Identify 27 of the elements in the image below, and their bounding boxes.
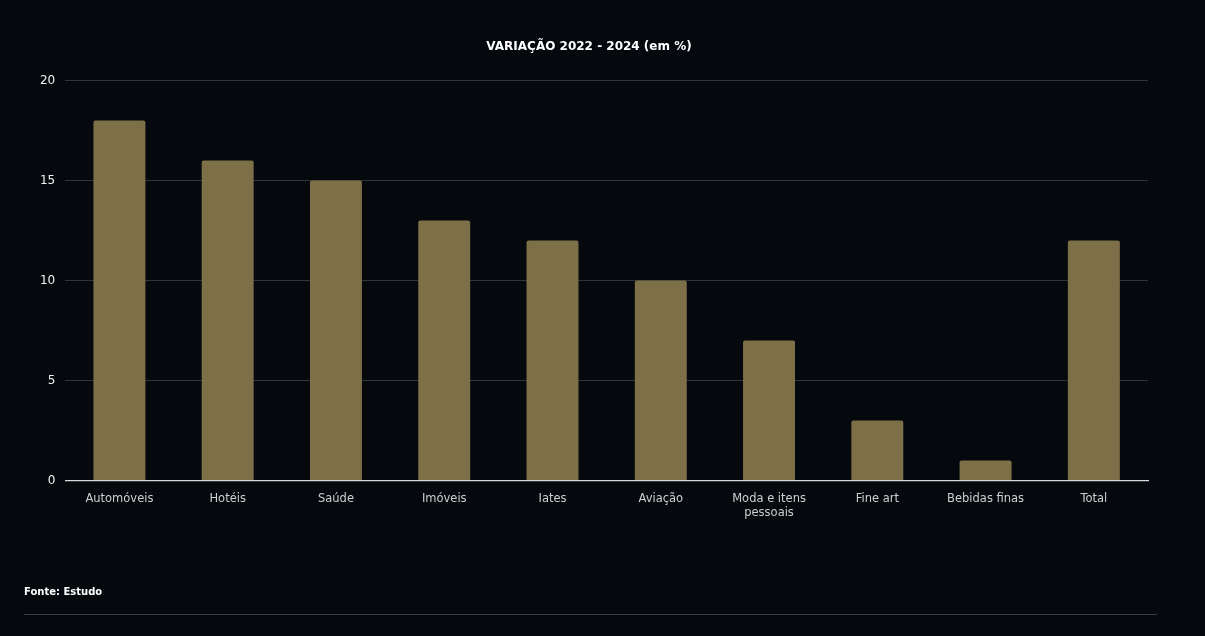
y-tick-label: 20 bbox=[39, 72, 56, 87]
x-tick-label: Imóveis bbox=[421, 491, 467, 506]
x-tick-label: Hotéis bbox=[209, 491, 246, 506]
bar bbox=[418, 220, 471, 480]
x-tick-label: Bebidas finas bbox=[947, 491, 1025, 506]
bar bbox=[93, 120, 146, 480]
y-tick-label: 5 bbox=[47, 372, 56, 387]
x-tick-label: Automóveis bbox=[85, 491, 154, 506]
y-tick-label: 0 bbox=[47, 472, 56, 487]
bar bbox=[959, 460, 1012, 480]
chart-title: VARIAÇÃO 2022 - 2024 (em %) bbox=[486, 38, 692, 54]
y-tick-label: 15 bbox=[39, 172, 56, 187]
x-tick-label: Fine art bbox=[855, 491, 900, 506]
x-tick-label: Saúde bbox=[317, 491, 354, 506]
x-tick-label: Iates bbox=[538, 491, 567, 506]
bar bbox=[1067, 240, 1120, 480]
x-tick-label: Total bbox=[1079, 491, 1108, 506]
source-note: Fonte: Estudo bbox=[24, 586, 103, 597]
bar bbox=[309, 180, 362, 480]
y-tick-label: 10 bbox=[39, 272, 56, 287]
bar bbox=[201, 160, 254, 480]
bar bbox=[526, 240, 579, 480]
x-tick-label: Aviação bbox=[638, 491, 684, 506]
bar bbox=[743, 340, 796, 480]
bar bbox=[634, 280, 687, 480]
x-tick-label: Moda e itens pessoais bbox=[732, 491, 806, 520]
bar bbox=[851, 420, 904, 480]
